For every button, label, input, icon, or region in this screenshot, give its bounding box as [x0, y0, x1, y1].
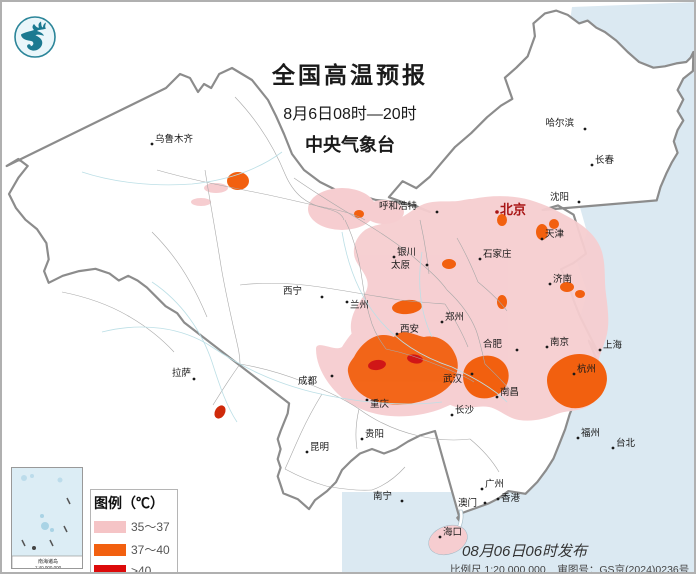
svg-text:石家庄: 石家庄 [483, 248, 512, 260]
svg-text:太原: 太原 [391, 259, 410, 271]
svg-text:南海诸岛: 南海诸岛 [38, 558, 58, 565]
svg-text:天津: 天津 [545, 229, 565, 240]
svg-text:福州: 福州 [581, 427, 600, 439]
svg-text:北京: 北京 [500, 202, 526, 217]
svg-text:贵阳: 贵阳 [365, 428, 384, 440]
svg-text:广州: 广州 [485, 478, 504, 490]
svg-text:西安: 西安 [400, 323, 419, 335]
svg-text:台北: 台北 [616, 437, 636, 449]
svg-text:呼和浩特: 呼和浩特 [379, 200, 418, 212]
svg-text:1:40 000 000: 1:40 000 000 [35, 565, 62, 569]
svg-text:南昌: 南昌 [500, 386, 519, 398]
svg-text:成都: 成都 [298, 375, 318, 387]
svg-text:拉萨: 拉萨 [172, 367, 192, 379]
svg-text:香港: 香港 [501, 492, 521, 504]
svg-text:西宁: 西宁 [283, 285, 302, 297]
svg-text:济南: 济南 [553, 273, 572, 285]
svg-text:武汉: 武汉 [443, 373, 463, 385]
svg-text:合肥: 合肥 [483, 338, 503, 350]
svg-text:郑州: 郑州 [445, 311, 464, 323]
svg-text:长沙: 长沙 [455, 404, 475, 416]
svg-text:银川: 银川 [397, 246, 416, 258]
svg-text:昆明: 昆明 [310, 442, 329, 453]
svg-text:南宁: 南宁 [373, 490, 392, 502]
svg-text:上海: 上海 [603, 339, 623, 351]
svg-text:海口: 海口 [443, 526, 462, 538]
svg-text:澳门: 澳门 [458, 497, 477, 509]
svg-text:南京: 南京 [550, 336, 569, 348]
svg-text:重庆: 重庆 [370, 398, 390, 410]
svg-text:杭州: 杭州 [577, 363, 596, 375]
svg-text:沈阳: 沈阳 [550, 191, 569, 203]
